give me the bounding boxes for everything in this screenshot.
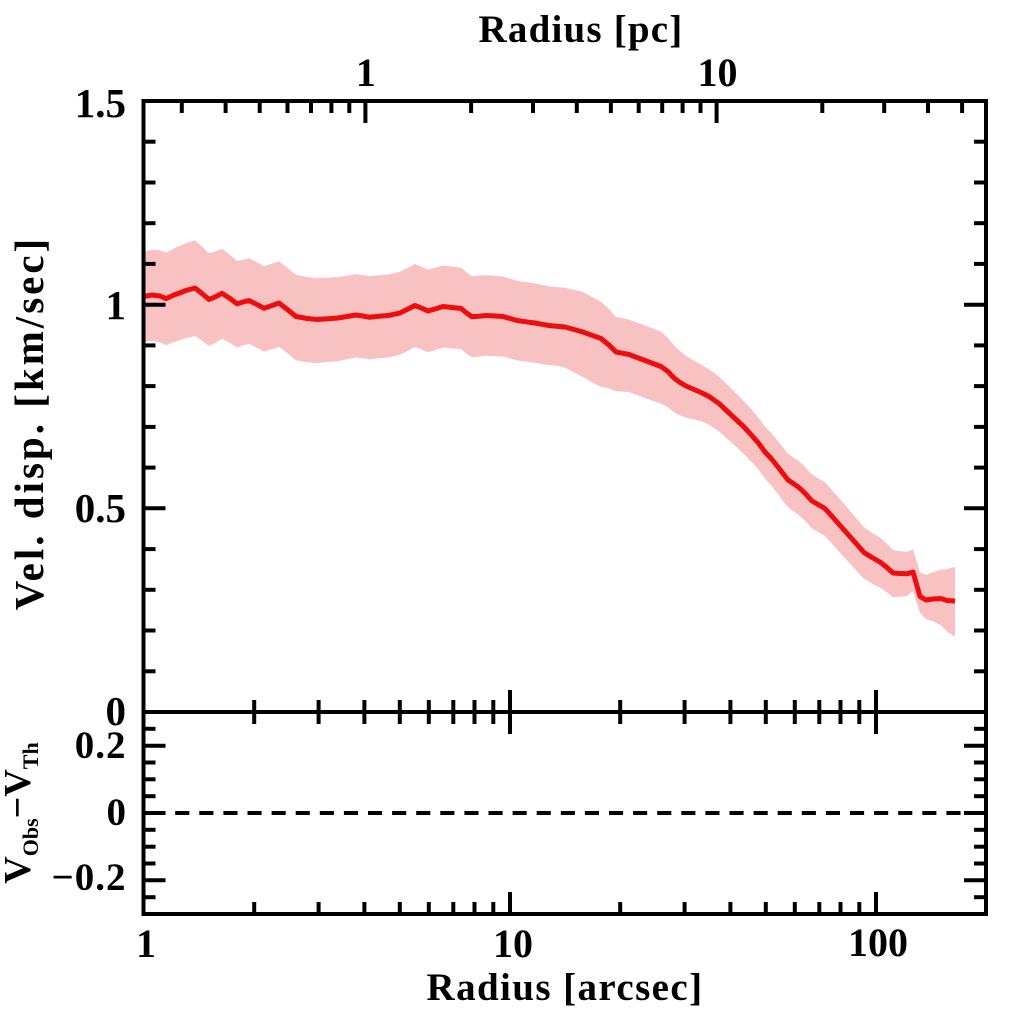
svg-text:1: 1: [106, 282, 127, 328]
svg-text:0: 0: [106, 688, 127, 734]
svg-text:Vel. disp. [km/sec]: Vel. disp. [km/sec]: [6, 236, 52, 610]
svg-text:10: 10: [493, 921, 533, 966]
svg-text:−0.2: −0.2: [52, 856, 127, 899]
svg-text:1: 1: [136, 921, 156, 966]
svg-text:1: 1: [356, 50, 376, 95]
svg-text:0: 0: [107, 791, 127, 834]
svg-text:Radius [pc]: Radius [pc]: [479, 8, 684, 51]
svg-text:0.5: 0.5: [75, 485, 126, 531]
svg-text:1.5: 1.5: [75, 80, 126, 126]
svg-text:Radius [arcsec]: Radius [arcsec]: [427, 966, 704, 1009]
svg-text:0.2: 0.2: [75, 724, 127, 767]
svg-text:10: 10: [698, 50, 738, 95]
svg-text:100: 100: [848, 920, 908, 965]
